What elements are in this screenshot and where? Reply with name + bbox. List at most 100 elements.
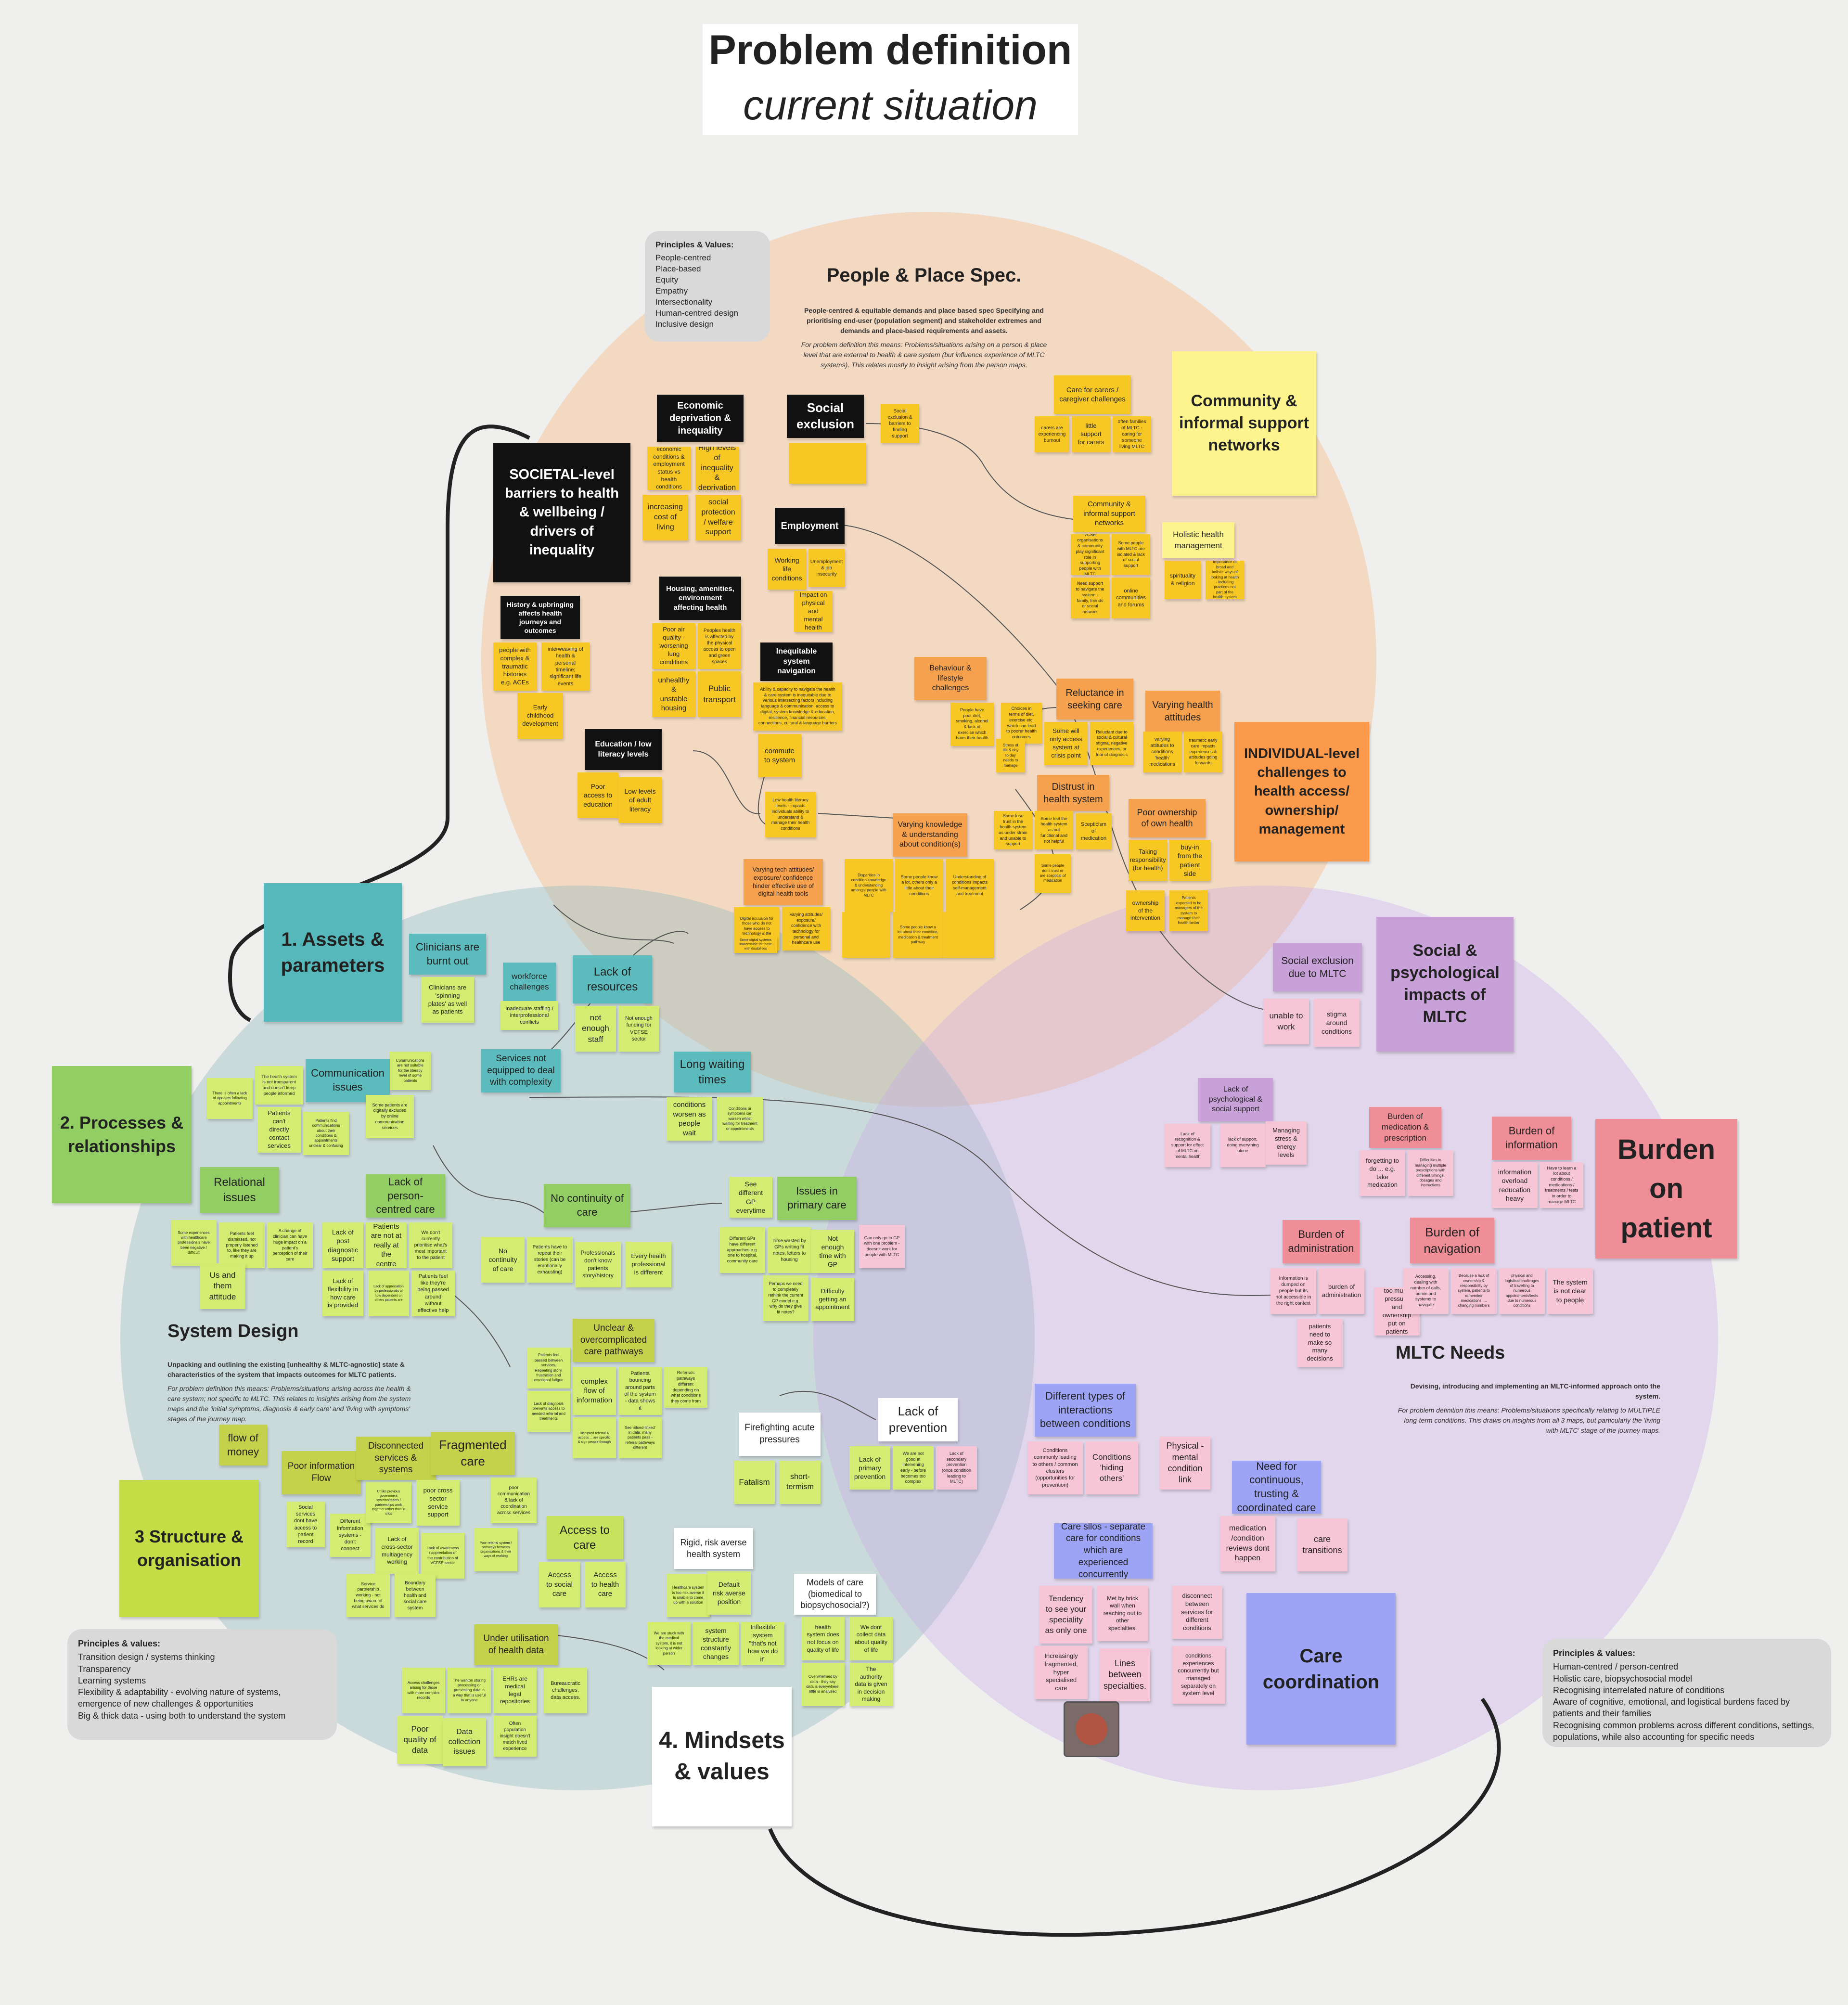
sticky-note: Lack of flexibility in how care is provi… bbox=[322, 1271, 363, 1316]
sticky-note: Relational issues bbox=[200, 1167, 279, 1213]
sticky-note: A change of clinician can have huge impa… bbox=[267, 1222, 313, 1268]
assets-note: 1. Assets & parameters bbox=[264, 883, 402, 1022]
sticky-note: Unemployment & job insecurity bbox=[808, 549, 845, 587]
sticky-note: interweaving of health & personal timeli… bbox=[541, 643, 590, 691]
sticky-note: Lack of recognition & support for effect… bbox=[1165, 1124, 1210, 1167]
sticky-note: Patients have to repeat their stories (c… bbox=[527, 1237, 573, 1283]
sticky-note: flow of money bbox=[219, 1425, 267, 1465]
sticky-note: Rigid, risk averse health system bbox=[674, 1528, 753, 1569]
sticky-note: Understanding of conditions impacts self… bbox=[946, 859, 994, 912]
principle-item: Inclusive design bbox=[655, 319, 714, 329]
sticky-note: little support for carers bbox=[1072, 416, 1110, 452]
principles-panel-right: Principles & values: Human-centred / per… bbox=[1542, 1639, 1831, 1747]
sticky-note: Service partnership working - not being … bbox=[346, 1574, 390, 1617]
sticky-note: Healthcare system is too risk averse it … bbox=[667, 1574, 710, 1617]
principles-panel-top: Principles & Values: People-centred Plac… bbox=[645, 231, 770, 342]
sticky-note: Every health professional is different bbox=[626, 1242, 671, 1287]
sticky-note: Lack of psychological & social support bbox=[1198, 1078, 1273, 1121]
sticky-note: Referrals pathways different depending o… bbox=[664, 1367, 707, 1408]
sticky-note: conditions experiences concurrently but … bbox=[1172, 1646, 1225, 1704]
sticky-note: Low health literacy levels - impacts ind… bbox=[765, 792, 816, 837]
sticky-note: carers are experiencing burnout bbox=[1035, 416, 1069, 452]
sticky-note: Poor information Flow bbox=[282, 1451, 361, 1494]
sticky-note: Often population insight doesn't match l… bbox=[493, 1716, 537, 1757]
sticky-note: Information is dumped on people but its … bbox=[1270, 1268, 1316, 1314]
sticky-note: people with complex & traumatic historie… bbox=[493, 643, 537, 691]
sticky-note: medication /condition reviews dont happe… bbox=[1220, 1516, 1275, 1571]
sticky-note: Physical - mental condition link bbox=[1160, 1437, 1210, 1490]
history-header: History & upbringing affects health jour… bbox=[500, 596, 580, 639]
sticky-note: Reluctant due to social & cultural stigm… bbox=[1090, 722, 1133, 765]
system-design-desc: Unpacking and outlining the existing [un… bbox=[167, 1361, 405, 1378]
sticky-note: Difficulty getting an appointment bbox=[811, 1278, 854, 1321]
sticky-note: Varying attitudes/ exposure/ confidence … bbox=[782, 907, 830, 951]
sticky-note: unhealthy & unstable housing bbox=[652, 671, 695, 717]
individual-note: INDIVIDUAL-level challenges to health ac… bbox=[1234, 722, 1369, 861]
arrow-mindsets-to-care bbox=[768, 1697, 1501, 1937]
care-coordination-note: Care coordination bbox=[1246, 1593, 1396, 1745]
sticky-note: ownership of the intervention bbox=[1126, 890, 1165, 931]
sticky-note: system structure constantly changes bbox=[693, 1622, 739, 1665]
sticky-note: Patients find communications about their… bbox=[303, 1112, 349, 1155]
sticky-note: care transitions bbox=[1297, 1518, 1348, 1571]
principles-panel-left: Principles & values: Transition design /… bbox=[67, 1629, 337, 1740]
sticky-note: Peoples health is affected by the physic… bbox=[698, 623, 741, 669]
sticky-note: Taking responsibility (for health) bbox=[1129, 840, 1167, 881]
mltc-needs-heading: MLTC Needs bbox=[1396, 1343, 1505, 1363]
principle-item: Equity bbox=[655, 275, 679, 284]
people-place-heading: People & Place Spec. bbox=[826, 265, 1022, 286]
sticky-note: Access to care bbox=[546, 1516, 623, 1559]
sticky-note: workforce challenges bbox=[503, 963, 556, 1001]
system-design-note: For problem definition this means: Probl… bbox=[167, 1385, 411, 1423]
sticky-note: Under utilisation of health data bbox=[474, 1624, 558, 1665]
sticky-note: We dont collect data about quality of li… bbox=[849, 1617, 893, 1660]
sticky-note: Fatalism bbox=[734, 1461, 775, 1504]
sticky-note: Conditions or symptoms can worsen whilst… bbox=[717, 1097, 763, 1141]
sticky-note: Some people know a lot about their condi… bbox=[893, 912, 943, 958]
sticky-note: Poor air quality - worsening lung condit… bbox=[652, 623, 695, 669]
sticky-note: VCSE organisations & community play sign… bbox=[1071, 534, 1109, 575]
sticky-note: varying attitudes to conditions 'health'… bbox=[1143, 732, 1181, 772]
sticky-note: Disrupted referral & access ... are spec… bbox=[573, 1417, 616, 1458]
sticky-note: Poor referral system / pathways between … bbox=[474, 1528, 517, 1571]
sticky-note: often families of MLTC - caring for some… bbox=[1113, 416, 1151, 452]
sticky-note: Overwhelmed by data - they say data is e… bbox=[801, 1663, 845, 1706]
page-title: Problem definition bbox=[708, 27, 1072, 73]
people-place-note: For problem definition this means: Probl… bbox=[801, 341, 1047, 369]
sticky-note: Unlike previous government systems/teams… bbox=[366, 1482, 411, 1523]
sticky-note: Inadequate staffing / interprofessional … bbox=[500, 1001, 558, 1030]
sticky-note: Bureaucratic challenges, data access. bbox=[544, 1668, 587, 1713]
sticky-note: Social exclusion due to MLTC bbox=[1273, 943, 1362, 991]
sticky-note: Some people with MLTC are isolated & lac… bbox=[1112, 534, 1150, 575]
sticky-note: information overload reducation heavy bbox=[1492, 1162, 1538, 1208]
page-subtitle: current situation bbox=[743, 82, 1038, 129]
sticky-note: Different types of interactions between … bbox=[1035, 1384, 1136, 1437]
burden-note: Burden on patient bbox=[1595, 1119, 1737, 1259]
sticky-note: Can only go to GP with one problem - doe… bbox=[859, 1225, 905, 1268]
sticky-note: Social exclusion & barriers to finding s… bbox=[881, 404, 919, 443]
sticky-note: Issues in primary care bbox=[777, 1177, 857, 1220]
employment-header: Employment bbox=[775, 508, 845, 544]
sticky-note: Burden of administration bbox=[1283, 1220, 1360, 1263]
sticky-note: Patients can't directly contact services bbox=[257, 1107, 301, 1153]
principle-item: Big & thick data - using both to underst… bbox=[78, 1710, 286, 1721]
sticky-note: Boundary between health and social care … bbox=[395, 1574, 436, 1617]
sticky-note: Behaviour & lifestyle challenges bbox=[914, 657, 987, 700]
sticky-note: We are stuck with the medical system, it… bbox=[647, 1622, 691, 1665]
sticky-note bbox=[943, 912, 994, 958]
processes-note: 2. Processes & relationships bbox=[52, 1066, 192, 1203]
econ-header: Economic deprivation & inequality bbox=[657, 395, 744, 442]
sticky-note: Some patients are digitally excluded by … bbox=[366, 1095, 414, 1138]
principle-item: Place-based bbox=[655, 264, 701, 273]
sticky-note: Lack of cross-sector multiagency working bbox=[375, 1528, 419, 1574]
sticky-note: Clinicians are burnt out bbox=[409, 934, 486, 975]
sticky-note: Low levels of adult literacy bbox=[618, 777, 662, 823]
sticky-note: Burden of medication & prescription bbox=[1369, 1107, 1441, 1148]
system-design-description: Unpacking and outlining the existing [un… bbox=[167, 1360, 423, 1424]
principle-item: Empathy bbox=[655, 286, 688, 296]
housing-header: Housing, amenities, environment affectin… bbox=[659, 577, 741, 620]
sticky-note: No continuity of care bbox=[481, 1237, 525, 1283]
sticky-note: Some lose trust in the health system as … bbox=[994, 811, 1032, 849]
sticky-note: Impact on physical and mental health bbox=[794, 591, 833, 632]
principle-item: Human-centred / person-centred bbox=[1553, 1662, 1679, 1672]
